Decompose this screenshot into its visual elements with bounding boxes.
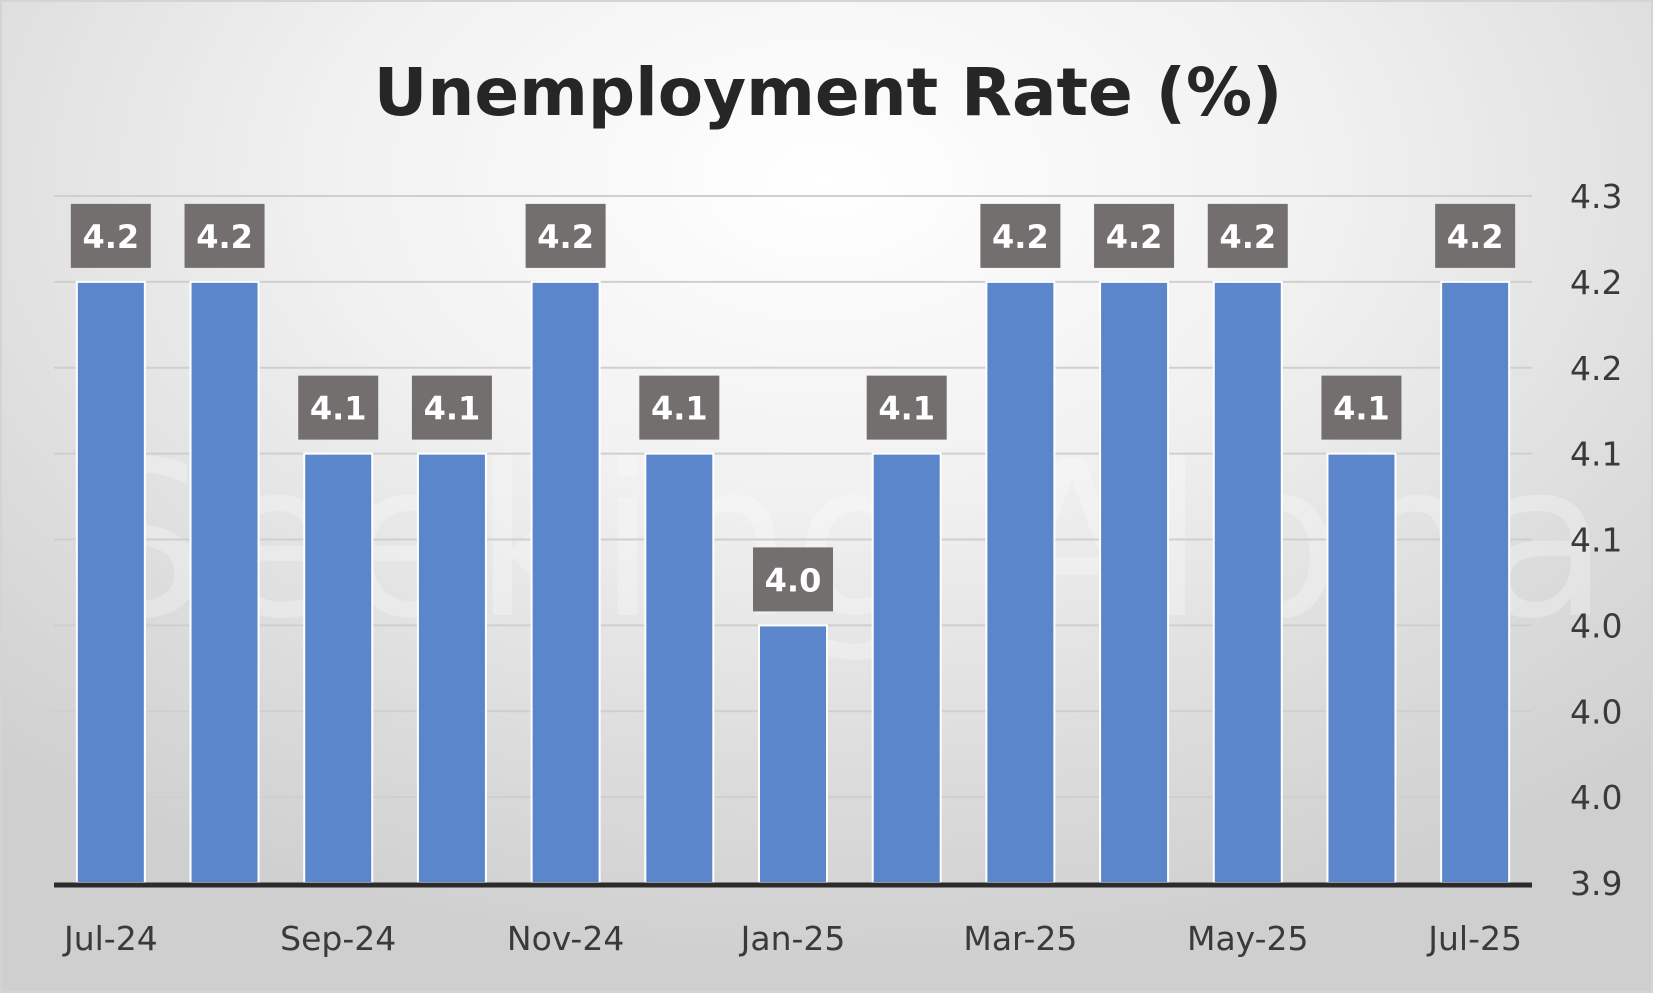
x-tick-label: Mar-25 [963,919,1077,958]
data-label-box [1094,203,1175,268]
data-label: 4.2 [992,218,1049,256]
data-label: 4.1 [878,390,935,428]
chart-title: Unemployment Rate (%) [374,54,1283,131]
y-tick-label: 4.3 [1570,177,1622,216]
data-label: 4.2 [1447,218,1504,256]
data-label-box [639,375,720,440]
y-tick-label: 4.0 [1570,692,1622,731]
data-label-box [1435,203,1516,268]
bar [1326,452,1397,884]
x-tick-label: Nov-24 [507,919,624,958]
bar [189,280,260,884]
data-label: 4.2 [537,218,594,256]
data-label: 4.1 [310,390,367,428]
bar [75,280,146,884]
data-label-box [298,375,379,440]
y-tick-label: 4.2 [1570,349,1622,388]
bar [758,624,828,884]
data-label: 4.2 [1219,218,1276,256]
y-tick-label: 3.9 [1570,864,1622,903]
bar [644,452,715,884]
x-tick-label: Jan-25 [739,919,846,958]
bar [530,280,601,884]
data-label-box [184,203,265,268]
data-label: 4.2 [1106,218,1163,256]
data-label: 4.1 [424,390,481,428]
data-label: 4.1 [1333,390,1390,428]
y-tick-label: 4.2 [1570,263,1622,302]
bar [985,280,1056,884]
y-tick-label: 4.0 [1570,606,1622,645]
bar [871,452,942,884]
data-labels: 4.2 4.2 4.1 4.1 4.2 4.1 4.0 4.1 4.2 4.2 4.2 4.1 4.2 [70,203,1516,612]
y-tick-label: 4.0 [1570,778,1622,817]
bar [1212,280,1283,884]
data-label-box [866,375,947,440]
y-tick-label: 4.1 [1570,435,1622,474]
data-label-box [525,203,606,268]
x-tick-label: Jul-25 [1426,919,1522,958]
data-label: 4.2 [196,218,253,256]
data-label-box [1321,375,1402,440]
data-label-box [980,203,1061,268]
bar [1440,280,1511,884]
data-label: 4.2 [83,218,140,256]
data-label: 4.1 [651,390,708,428]
x-tick-label: May-25 [1187,919,1309,958]
data-label: 4.0 [765,561,822,599]
data-label-box [1207,203,1288,268]
x-tick-label: Jul-24 [62,919,158,958]
data-label-box [753,547,833,612]
x-tick-label: Sep-24 [280,919,396,958]
data-label-box [70,203,151,268]
bar [303,452,374,884]
bar [416,452,487,884]
y-tick-label: 4.1 [1570,521,1622,560]
axes: 3.9 4.0 4.0 4.0 4.1 4.1 4.2 4.2 4.3 Jul-24 Sep-24 N… [54,177,1622,958]
bars [75,280,1511,884]
bar [1099,280,1170,884]
data-label-box [411,375,492,440]
